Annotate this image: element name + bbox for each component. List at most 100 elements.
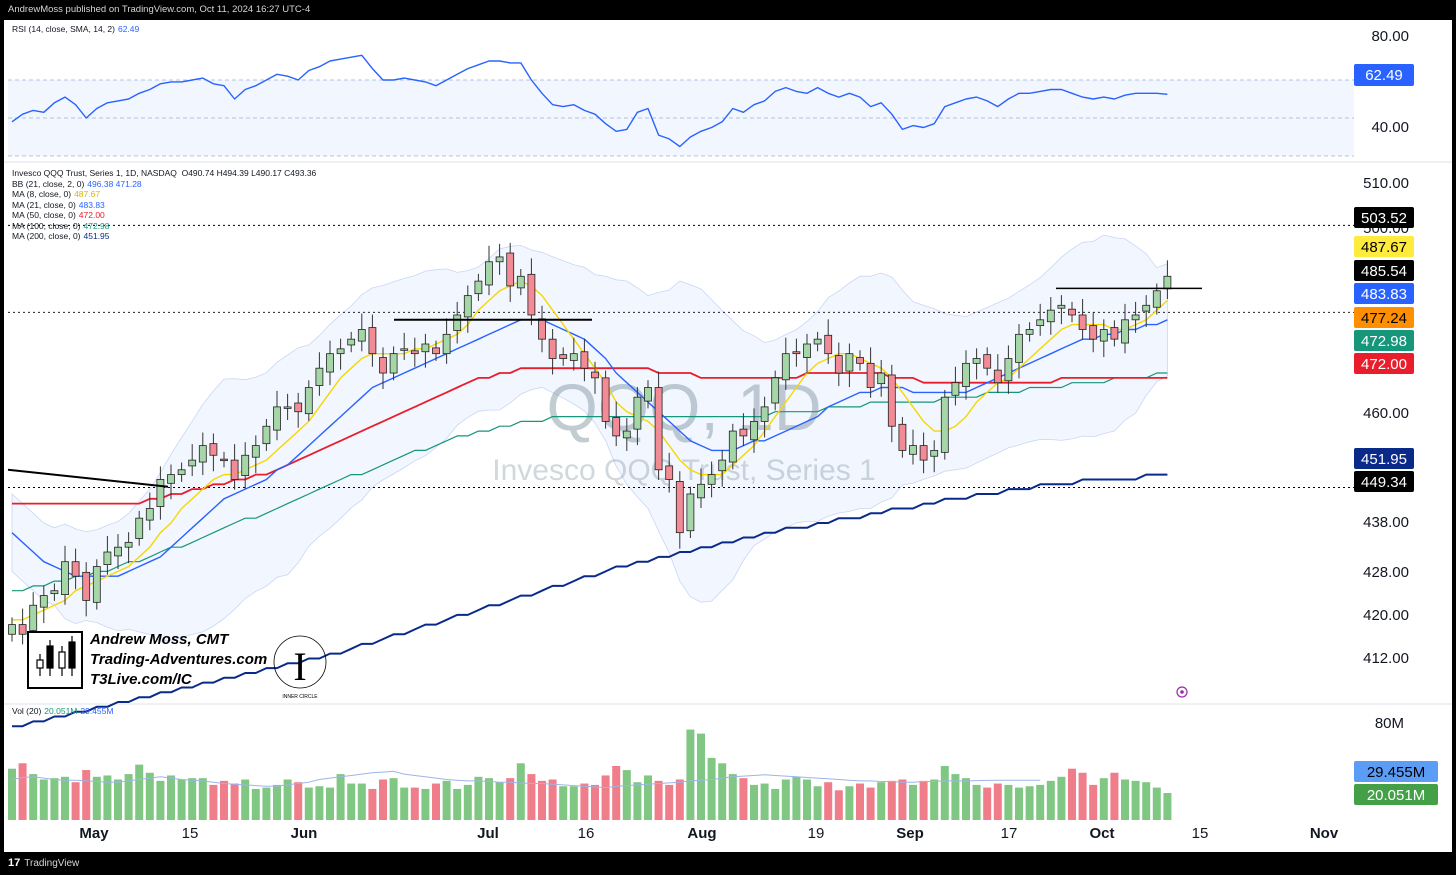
volume-bar (654, 780, 663, 820)
ma100-label: MA (100, close, 0) (12, 220, 81, 231)
candle-body (1015, 333, 1023, 363)
volume-bar (1068, 768, 1076, 820)
volume-bar (124, 774, 133, 820)
volume-bar (368, 788, 377, 820)
rsi-badge-text: 62.49 (1365, 67, 1403, 84)
price-axis-tick: 428.00 (1363, 564, 1409, 581)
price-axis-tick: 460.00 (1363, 405, 1409, 422)
volume-bar (591, 784, 599, 820)
candle-body (495, 256, 504, 263)
ma8-label: MA (8, close, 0) (12, 189, 72, 199)
volume-bar (1131, 780, 1140, 820)
chart-panel[interactable]: 80.00 40.00 62.49 QQQ, 1D Invesco QQQ Trust,… (4, 20, 1452, 852)
rsi-badge (1354, 64, 1414, 86)
volume-bar (453, 788, 462, 820)
bb-value: 496.38 471.28 (87, 178, 142, 189)
rsi-legend: RSI (14, close, SMA, 14, 2) 62.49 (12, 24, 139, 35)
candle-body (8, 624, 16, 635)
volume-bar (569, 786, 578, 820)
candle-body (39, 595, 48, 608)
volume-bar (315, 786, 324, 820)
candle-body (516, 275, 525, 289)
price-axis-tick: 420.00 (1363, 607, 1409, 624)
price-badge (1354, 307, 1414, 328)
candle-body (336, 348, 345, 355)
time-axis-label: 17 (1001, 825, 1018, 842)
volume-bar (336, 774, 345, 820)
volume-bar (71, 782, 80, 820)
volume-bar (241, 779, 250, 820)
rsi-axis-tick-40: 40.00 (1371, 119, 1409, 136)
ma200-value: 451.95 (83, 231, 110, 241)
candle-body (750, 421, 758, 441)
candle-body (209, 443, 218, 456)
candle-body (389, 353, 398, 374)
volume-bar (209, 784, 218, 820)
time-axis-label: 15 (1192, 825, 1209, 842)
candle-body (167, 474, 175, 484)
candle-body (251, 445, 260, 458)
volume-bar (644, 775, 652, 820)
volume-bar (92, 776, 101, 820)
time-axis-label: Aug (687, 825, 716, 842)
volume-bar (421, 788, 430, 820)
candle-body (1068, 308, 1076, 316)
inner-circle-logo-icon (273, 635, 327, 689)
inner-circle-logo-text: INNER CIRCLE (282, 694, 318, 700)
candle-body (92, 566, 101, 603)
volume-bar (29, 774, 38, 820)
candle-body (591, 371, 599, 379)
candle-body (675, 480, 684, 534)
time-axis-label: Oct (1089, 825, 1114, 842)
volume-bar (1163, 793, 1172, 820)
signature-candle-body (58, 651, 66, 669)
candle-body (993, 369, 1002, 384)
candle-body (686, 493, 695, 532)
candle-body (1046, 309, 1055, 323)
volume-bar (580, 783, 589, 820)
candle-body (760, 406, 769, 422)
volume-bar (516, 763, 525, 820)
candle-body (294, 402, 303, 413)
volume-bar (919, 780, 928, 820)
candle-body (188, 459, 197, 467)
candle-body (1025, 329, 1034, 335)
time-axis-label: Sep (896, 825, 924, 842)
volume-bar (972, 784, 981, 820)
candle-body (474, 280, 483, 295)
price-badge-text: 472.98 (1361, 333, 1407, 350)
candle-body (866, 362, 875, 388)
candle-body (898, 423, 907, 451)
price-badge-text: 503.52 (1361, 210, 1407, 227)
candle-body (940, 396, 949, 453)
candle-body (909, 445, 917, 455)
volume-bar (750, 784, 758, 820)
price-badge-text: 451.95 (1361, 451, 1407, 468)
candle-body (834, 355, 843, 374)
volume-bar (294, 782, 303, 820)
volume-bar (633, 782, 642, 820)
ma21-line (11, 319, 1168, 577)
volume-bar (877, 782, 886, 820)
candle-body (432, 347, 440, 355)
candle-body (410, 350, 419, 355)
volume-bar (1121, 779, 1129, 820)
target-icon[interactable] (1176, 686, 1188, 698)
volume-bar (813, 786, 822, 820)
candle-body (442, 333, 451, 355)
inner-circle-logo-mark: I (293, 644, 306, 689)
footer-text: TradingView (24, 858, 80, 869)
volume-bar (167, 775, 175, 820)
candle-body (813, 338, 822, 345)
volume-badge-text: 20.051M (1367, 787, 1425, 804)
volume-bar (389, 778, 398, 820)
candle-body (601, 377, 610, 422)
candle-body (930, 450, 939, 457)
volume-bar (1036, 784, 1045, 820)
candle-body (622, 430, 631, 439)
candle-body (103, 551, 112, 566)
volume-bar (538, 780, 546, 820)
candle-body (400, 348, 409, 351)
signature-candle-body (68, 641, 76, 669)
